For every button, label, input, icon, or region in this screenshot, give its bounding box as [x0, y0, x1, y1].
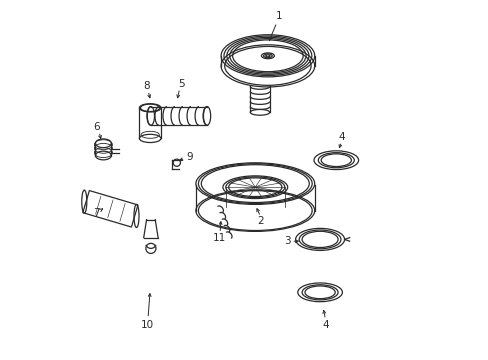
- Text: 2: 2: [257, 216, 264, 226]
- Text: 4: 4: [338, 132, 345, 142]
- Text: 3: 3: [283, 236, 290, 246]
- Text: 11: 11: [212, 233, 225, 243]
- Text: 8: 8: [143, 81, 150, 91]
- Text: 5: 5: [178, 78, 184, 89]
- Text: 1: 1: [275, 11, 282, 21]
- Text: 6: 6: [93, 122, 99, 132]
- Text: 4: 4: [322, 320, 328, 330]
- Text: 10: 10: [141, 320, 154, 330]
- Text: 9: 9: [186, 152, 193, 162]
- Text: 7: 7: [93, 208, 99, 218]
